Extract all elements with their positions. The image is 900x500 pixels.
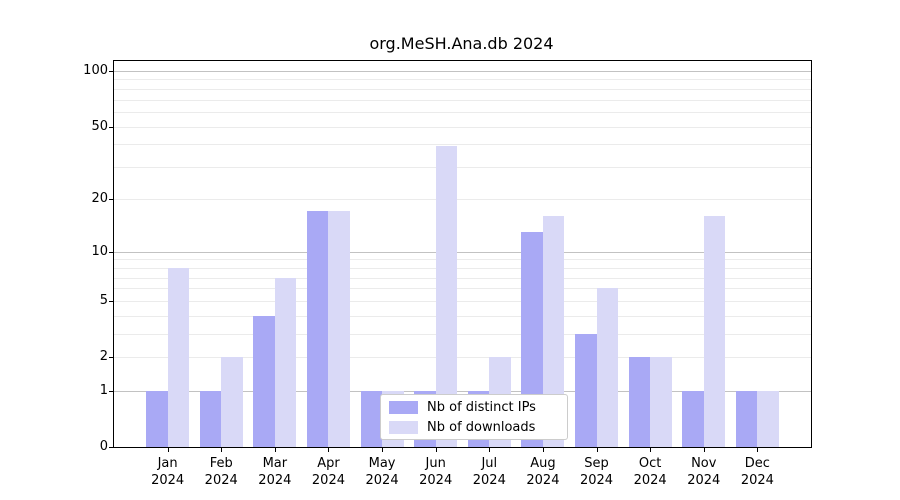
bar-downloads [757,390,779,447]
legend-row-distinct-ips: Nb of distinct IPs [381,400,567,415]
x-axis-tick-label: Jul 2024 [472,456,506,488]
gridline-minor [114,300,811,302]
gridline-minor [114,144,811,146]
gridline-minor [114,167,811,169]
bar-distinct-ips [521,231,543,447]
bar-downloads [435,146,458,447]
x-axis-tick-label: Nov 2024 [687,456,721,488]
gridline-minor [114,111,811,113]
bar-downloads [167,267,190,447]
bar-downloads [274,277,297,447]
bar-distinct-ips [682,390,704,447]
legend-label-distinct-ips: Nb of distinct IPs [427,399,536,415]
bar-distinct-ips [628,357,651,447]
y-axis-tick-label: 0 [99,439,108,454]
x-axis-tick [703,447,705,452]
gridline-major [114,390,811,392]
y-axis-tick-label: 50 [91,118,108,134]
x-axis-tick [650,447,652,452]
bar-downloads [328,211,350,447]
bar-distinct-ips [199,390,222,447]
y-axis-tick [109,70,114,72]
x-axis-tick-label: Dec 2024 [740,456,774,488]
bar-downloads [650,357,672,447]
x-axis-tick [382,447,384,452]
gridline-minor [114,267,811,269]
bar-distinct-ips [360,390,383,447]
bar-downloads [596,288,619,447]
gridline-minor [114,79,811,81]
x-axis-tick [221,447,223,452]
gridline-minor [114,259,811,261]
y-axis-tick-label: 20 [91,190,108,206]
y-axis-tick [109,126,114,128]
x-axis-tick [596,447,598,452]
bar-distinct-ips [735,390,758,447]
legend-swatch-downloads [389,420,418,434]
x-axis-tick [435,447,437,452]
bar-distinct-ips [253,315,275,447]
gridline-major [114,251,811,253]
bar-downloads [703,216,726,447]
y-axis-tick-label: 100 [83,62,108,78]
plot-area: 0 1 2 5 10 20 50 100 Jan 2024 Feb 2024 Mar 2024 Apr… [83,60,812,488]
y-axis-tick [109,300,114,302]
x-axis-tick-label: Oct 2024 [633,456,667,488]
y-axis-tick [109,251,114,253]
bar-downloads [542,216,565,447]
y-axis-tick [109,390,114,392]
chart-title: org.MeSH.Ana.db 2024 [369,34,554,53]
gridline-minor [114,88,811,90]
x-axis-tick [274,447,276,452]
gridline-minor [114,288,811,290]
legend: Nb of distinct IPs Nb of downloads [380,394,568,440]
x-axis-tick-label: Sep 2024 [579,456,614,488]
x-axis-tick-label: Apr 2024 [311,456,345,488]
gridline-minor [114,198,811,200]
x-axis-tick-label: May 2024 [365,456,399,488]
x-axis-tick-label: Jun 2024 [419,456,453,488]
gridline-minor [114,315,811,317]
x-axis-tick-label: Jan 2024 [151,456,185,488]
x-axis-tick [167,447,169,452]
x-axis-tick [489,447,491,452]
gridline-minor [114,99,811,101]
y-axis-tick-label: 5 [99,292,108,308]
gridline-minor [114,334,811,336]
y-axis-tick-label: 10 [91,243,108,259]
legend-row-downloads: Nb of downloads [381,420,567,435]
bar-downloads [221,357,243,447]
legend-swatch-distinct-ips [389,400,418,414]
x-axis-tick-label: Feb 2024 [204,456,238,488]
x-axis-tick-label: Mar 2024 [258,456,292,488]
y-axis-tick [109,357,114,359]
x-axis-tick-label: Aug 2024 [526,456,560,488]
x-axis-tick [757,447,759,452]
bar-distinct-ips [575,334,597,447]
x-axis-tick [542,447,544,452]
gridline-minor [114,357,811,359]
x-axis-tick [328,447,330,452]
bar-distinct-ips [146,390,168,447]
y-axis-tick-label: 1 [99,382,108,398]
y-axis-tick [109,198,114,200]
y-axis-tick [109,447,114,448]
bar-distinct-ips [306,211,329,447]
y-axis-tick-label: 2 [99,349,108,365]
gridline-minor [114,126,811,128]
legend-label-downloads: Nb of downloads [427,419,536,435]
gridline-major [114,70,811,72]
gridline-minor [114,277,811,279]
